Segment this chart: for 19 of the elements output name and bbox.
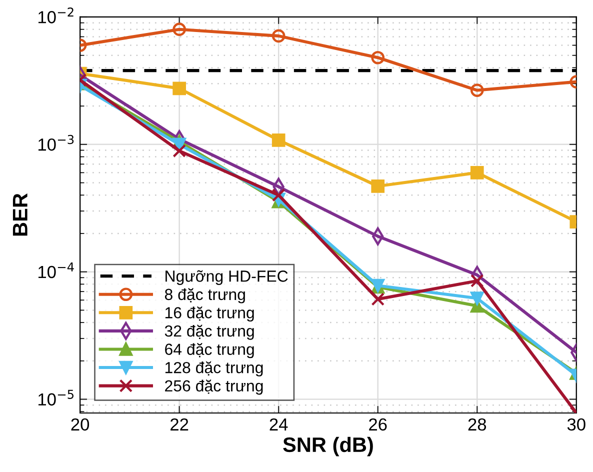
- x-tick-label: 30: [567, 418, 586, 431]
- legend-label: 32 đặc trưng: [164, 324, 254, 340]
- legend-label: 128 đặc trưng: [165, 361, 263, 376]
- legend-label: Ngưỡng HD-FEC: [166, 270, 288, 285]
- x-tick-label: 24: [270, 418, 288, 430]
- legend-label: 16 đặc trưng: [165, 306, 254, 322]
- legend-label: 256 đặc trưng: [165, 380, 263, 395]
- legend-label: 8 đặc trưng: [164, 288, 245, 304]
- x-tick-label: 22: [170, 418, 188, 430]
- y-tick-label: 10$^{−4}$: [38, 262, 74, 278]
- x-axis-title: SNR (dB): [283, 436, 373, 456]
- y-tick-label: 10$^{−3}$: [38, 134, 74, 151]
- x-tick-label: 26: [369, 418, 387, 431]
- x-tick-label: 20: [71, 418, 90, 431]
- x-tick-label: 28: [468, 418, 486, 431]
- y-tick-label: 10$^{−2}$: [38, 7, 74, 24]
- y-tick-label: 10$^{−5}$: [38, 390, 74, 406]
- legend-label: 64 đặc trưng: [165, 343, 254, 358]
- y-axis-title: BER: [12, 193, 28, 236]
